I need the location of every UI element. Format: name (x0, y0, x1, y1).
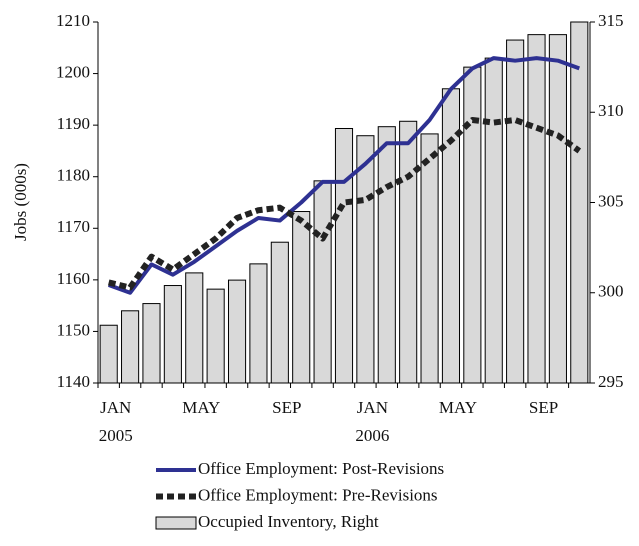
x-tick-label: JAN (100, 398, 131, 417)
y2-tick-label: 300 (598, 282, 624, 301)
x-tick-label: SEP (529, 398, 558, 417)
bar (142, 303, 161, 384)
y2-tick-label: 295 (598, 372, 624, 391)
x-tick-label: MAY (182, 398, 220, 417)
bar (377, 126, 396, 384)
y-tick-label: 1160 (57, 269, 90, 288)
bar (206, 288, 225, 384)
bar (99, 324, 118, 384)
y-tick-label: 1140 (57, 372, 90, 391)
line-series (108, 56, 580, 295)
bar (527, 34, 546, 384)
y2-tick-label: 315 (598, 11, 624, 30)
bar (548, 34, 567, 384)
bar (420, 133, 439, 384)
legend-swatch (155, 516, 197, 530)
line-series (107, 116, 582, 291)
bar (270, 241, 289, 384)
bar (313, 180, 332, 384)
legend-label: Office Employment: Post-Revisions (198, 459, 444, 478)
bar (506, 39, 525, 384)
y-tick-label: 1150 (57, 320, 90, 339)
bar (463, 66, 482, 384)
bar (292, 211, 311, 384)
y2-tick-label: 310 (598, 101, 624, 120)
x-year-label: 2006 (355, 426, 389, 445)
y-tick-label: 1170 (57, 217, 90, 236)
legend-label: Occupied Inventory, Right (198, 512, 379, 531)
y-tick-label: 1180 (57, 166, 90, 185)
x-year-label: 2005 (99, 426, 133, 445)
y-tick-label: 1190 (57, 114, 90, 133)
bar (484, 57, 503, 384)
x-tick-label: JAN (357, 398, 388, 417)
bar (334, 127, 354, 384)
bar (121, 310, 140, 384)
bar (227, 279, 247, 384)
bar (163, 285, 182, 384)
bar (185, 272, 204, 384)
x-tick-label: MAY (439, 398, 477, 417)
y-tick-label: 1210 (56, 11, 90, 30)
x-tick-label: SEP (272, 398, 301, 417)
y-axis-title: Jobs (000s) (11, 163, 30, 241)
y-tick-label: 1200 (56, 62, 90, 81)
legend-label: Office Employment: Pre-Revisions (198, 485, 438, 504)
bar (356, 135, 375, 384)
bar (570, 21, 589, 384)
bar (399, 120, 418, 384)
bar (249, 263, 268, 384)
y2-tick-label: 305 (598, 191, 624, 210)
